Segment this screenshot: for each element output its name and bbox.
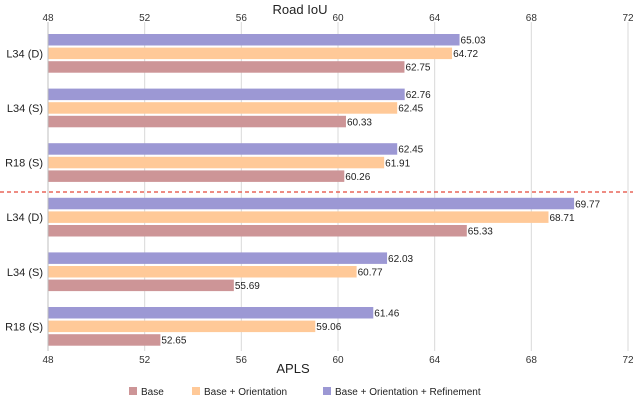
bar [48,252,388,264]
bar [48,170,345,182]
bar [48,88,405,101]
bar [48,156,385,169]
value-label: 64.72 [453,49,478,60]
bar [48,47,453,60]
top-tick-label: 60 [332,13,344,24]
legend-label: Base + Orientation [204,387,287,398]
bar [48,279,234,292]
value-labels: 65.03 64.72 62.75 62.76 62.45 60.33 62.45 61.91… [161,36,600,347]
bottom-tick-label: 48 [42,355,54,366]
top-tick-label: 72 [622,13,633,24]
bottom-tick-label: 56 [236,355,248,366]
bottom-tick-label: 72 [622,355,633,366]
grid-lines [47,22,629,351]
value-label: 55.69 [235,281,260,292]
bars [48,34,575,346]
value-label: 62.75 [405,63,430,74]
bar [48,211,549,223]
category-label: L34 (D) [6,212,43,224]
category-label: L34 (S) [7,103,43,115]
category-label: R18 (S) [5,158,43,170]
category-label: R18 (S) [5,321,43,333]
top-tick-label: 52 [139,13,151,24]
bar [48,61,405,73]
top-tick-label: 48 [42,13,54,24]
axes: 48 52 56 60 64 68 72 48 52 56 60 64 68 72 L34 (D) L34 (… [5,13,633,366]
value-label: 62.76 [406,90,431,101]
value-label: 69.77 [575,199,600,210]
top-axis-title: Road IoU [273,2,328,17]
top-tick-label: 68 [526,13,538,24]
value-label: 61.46 [374,309,399,320]
legend-label: Base + Orientation + Refinement [335,387,481,398]
category-label: L34 (D) [6,48,43,60]
bar [48,225,467,237]
bar [48,115,346,128]
top-tick-label: 64 [429,13,441,24]
bar [48,266,357,278]
bar [48,34,460,46]
category-label: L34 (S) [7,267,43,279]
value-label: 61.91 [385,158,410,169]
legend: Base Base + Orientation Base + Orientation… [129,387,481,398]
value-label: 65.33 [468,227,493,238]
bar [48,143,398,155]
value-label: 62.45 [398,145,423,156]
value-label: 60.77 [358,268,383,279]
bottom-tick-label: 64 [429,355,441,366]
legend-swatch [129,387,137,395]
value-label: 65.03 [461,36,486,47]
value-label: 60.26 [345,172,370,183]
bar [48,102,398,114]
legend-swatch [192,387,200,395]
bottom-tick-label: 60 [332,355,344,366]
value-label: 52.65 [161,336,186,347]
bottom-axis-title: APLS [276,361,310,376]
value-label: 62.45 [398,104,423,115]
bar [48,334,161,346]
bar [48,307,374,319]
top-tick-label: 56 [236,13,248,24]
value-label: 59.06 [316,322,341,333]
value-label: 62.03 [388,254,413,265]
bottom-tick-label: 68 [526,355,538,366]
bottom-tick-label: 52 [139,355,151,366]
legend-swatch [323,387,331,395]
value-label: 68.71 [549,213,574,224]
bar [48,320,316,333]
bar [48,197,575,210]
value-label: 60.33 [347,117,372,128]
legend-label: Base [141,387,164,398]
